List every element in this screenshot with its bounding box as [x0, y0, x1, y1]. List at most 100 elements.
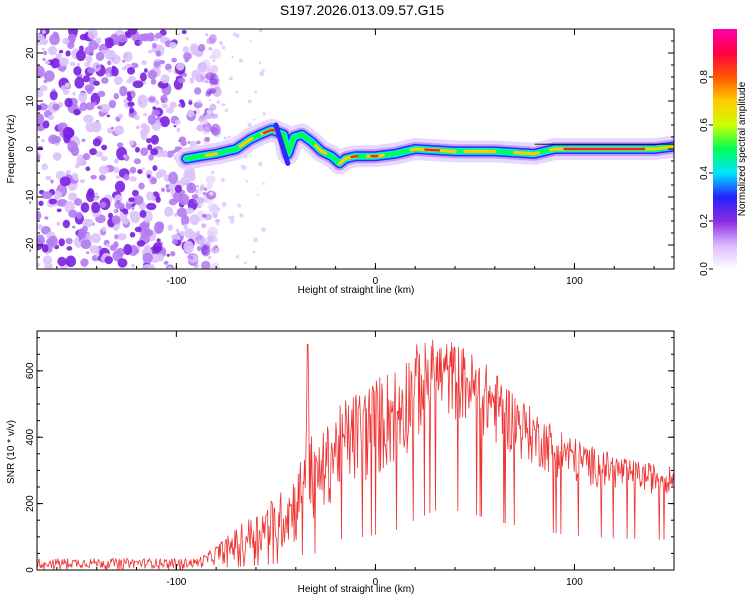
faint-blob: [209, 191, 214, 196]
noise-blob: [189, 214, 200, 226]
noise-blob: [89, 245, 100, 254]
noise-blob: [53, 32, 60, 39]
noise-blob: [62, 219, 71, 229]
noise-blob: [37, 104, 42, 111]
noise-blob: [127, 101, 135, 107]
noise-blob: [41, 29, 46, 35]
noise-blob: [184, 57, 189, 63]
noise-blob: [48, 45, 57, 56]
noise-blob: [143, 68, 148, 73]
noise-blob: [150, 253, 161, 263]
noise-blob: [187, 109, 195, 118]
noise-blob: [79, 45, 84, 52]
noise-blob: [208, 47, 213, 51]
noise-blob: [164, 206, 174, 217]
noise-blob: [150, 134, 159, 145]
noise-blob: [65, 255, 77, 268]
faint-blob: [213, 237, 218, 242]
noise-blob: [209, 103, 217, 111]
noise-blob: [106, 114, 111, 118]
noise-blob: [185, 245, 193, 254]
noise-blob: [74, 76, 85, 89]
noise-blob: [49, 90, 58, 101]
noise-blob: [188, 101, 193, 105]
noise-blob: [45, 175, 52, 181]
noise-blob: [122, 59, 126, 63]
noise-blob: [205, 33, 209, 37]
faint-blob: [216, 207, 221, 212]
spectrogram-ytick-label: 0: [25, 146, 36, 152]
snr-ytick-label: 0: [25, 567, 36, 573]
faint-blob: [221, 103, 225, 107]
noise-blob: [95, 37, 102, 44]
noise-blob: [100, 156, 108, 162]
snr-series-line: [37, 339, 674, 570]
noise-blob: [150, 78, 157, 85]
noise-blob: [114, 76, 123, 85]
faint-blob: [254, 90, 257, 94]
noise-blob: [100, 201, 107, 208]
noise-blob: [37, 262, 41, 267]
noise-blob: [131, 206, 135, 211]
noise-blob: [199, 116, 208, 126]
noise-blob: [165, 107, 174, 114]
noise-blob: [43, 70, 55, 82]
noise-blob: [155, 100, 160, 106]
faint-blob: [235, 90, 239, 94]
noise-blob: [123, 99, 127, 103]
noise-blob: [95, 64, 101, 69]
faint-blob: [259, 71, 265, 77]
faint-blob: [258, 61, 262, 64]
noise-blob: [111, 66, 119, 77]
noise-blob: [155, 221, 165, 230]
ridge-yellow: [238, 136, 254, 148]
snr-frame: [36, 330, 675, 571]
noise-blob: [136, 240, 146, 247]
snr-ytick-label: 200: [25, 495, 36, 512]
noise-blob: [116, 233, 127, 241]
noise-blob: [137, 94, 148, 109]
noise-blob: [132, 189, 139, 197]
noise-blob: [123, 154, 127, 159]
noise-blob: [99, 103, 111, 113]
noise-blob: [90, 92, 101, 106]
noise-blob: [98, 165, 109, 175]
noise-blob: [87, 29, 98, 40]
faint-blob: [224, 108, 229, 112]
noise-blob: [180, 215, 190, 226]
noise-blob: [137, 169, 143, 175]
noise-blob: [141, 167, 145, 171]
noise-blob: [145, 191, 154, 201]
noise-blob: [201, 244, 211, 257]
faint-blob: [221, 45, 226, 50]
noise-blob: [177, 33, 181, 36]
noise-blob: [79, 33, 88, 41]
noise-blob: [44, 262, 53, 269]
noise-blob: [126, 91, 132, 97]
noise-blob: [80, 258, 89, 267]
snr-ytick-label: 400: [25, 428, 36, 445]
noise-blob: [39, 84, 48, 92]
noise-blob: [98, 174, 106, 181]
noise-blob: [53, 152, 61, 161]
noise-blob: [215, 222, 220, 227]
noise-blob: [175, 228, 180, 234]
noise-blob: [139, 209, 147, 218]
noise-blob: [89, 148, 98, 156]
noise-blob: [37, 234, 46, 247]
noise-blob: [154, 32, 163, 39]
noise-blob: [113, 241, 119, 248]
spectrogram-xtick-label: 0: [373, 276, 379, 287]
noise-blob: [56, 208, 62, 213]
noise-blob: [198, 43, 206, 52]
noise-blob: [129, 231, 136, 238]
noise-blob: [68, 209, 78, 218]
noise-blob: [113, 92, 119, 100]
noise-blob: [117, 203, 121, 206]
noise-blob: [85, 166, 91, 172]
noise-blob: [197, 204, 202, 209]
noise-blob: [94, 192, 99, 197]
noise-blob: [76, 62, 81, 67]
noise-blob: [209, 78, 219, 86]
